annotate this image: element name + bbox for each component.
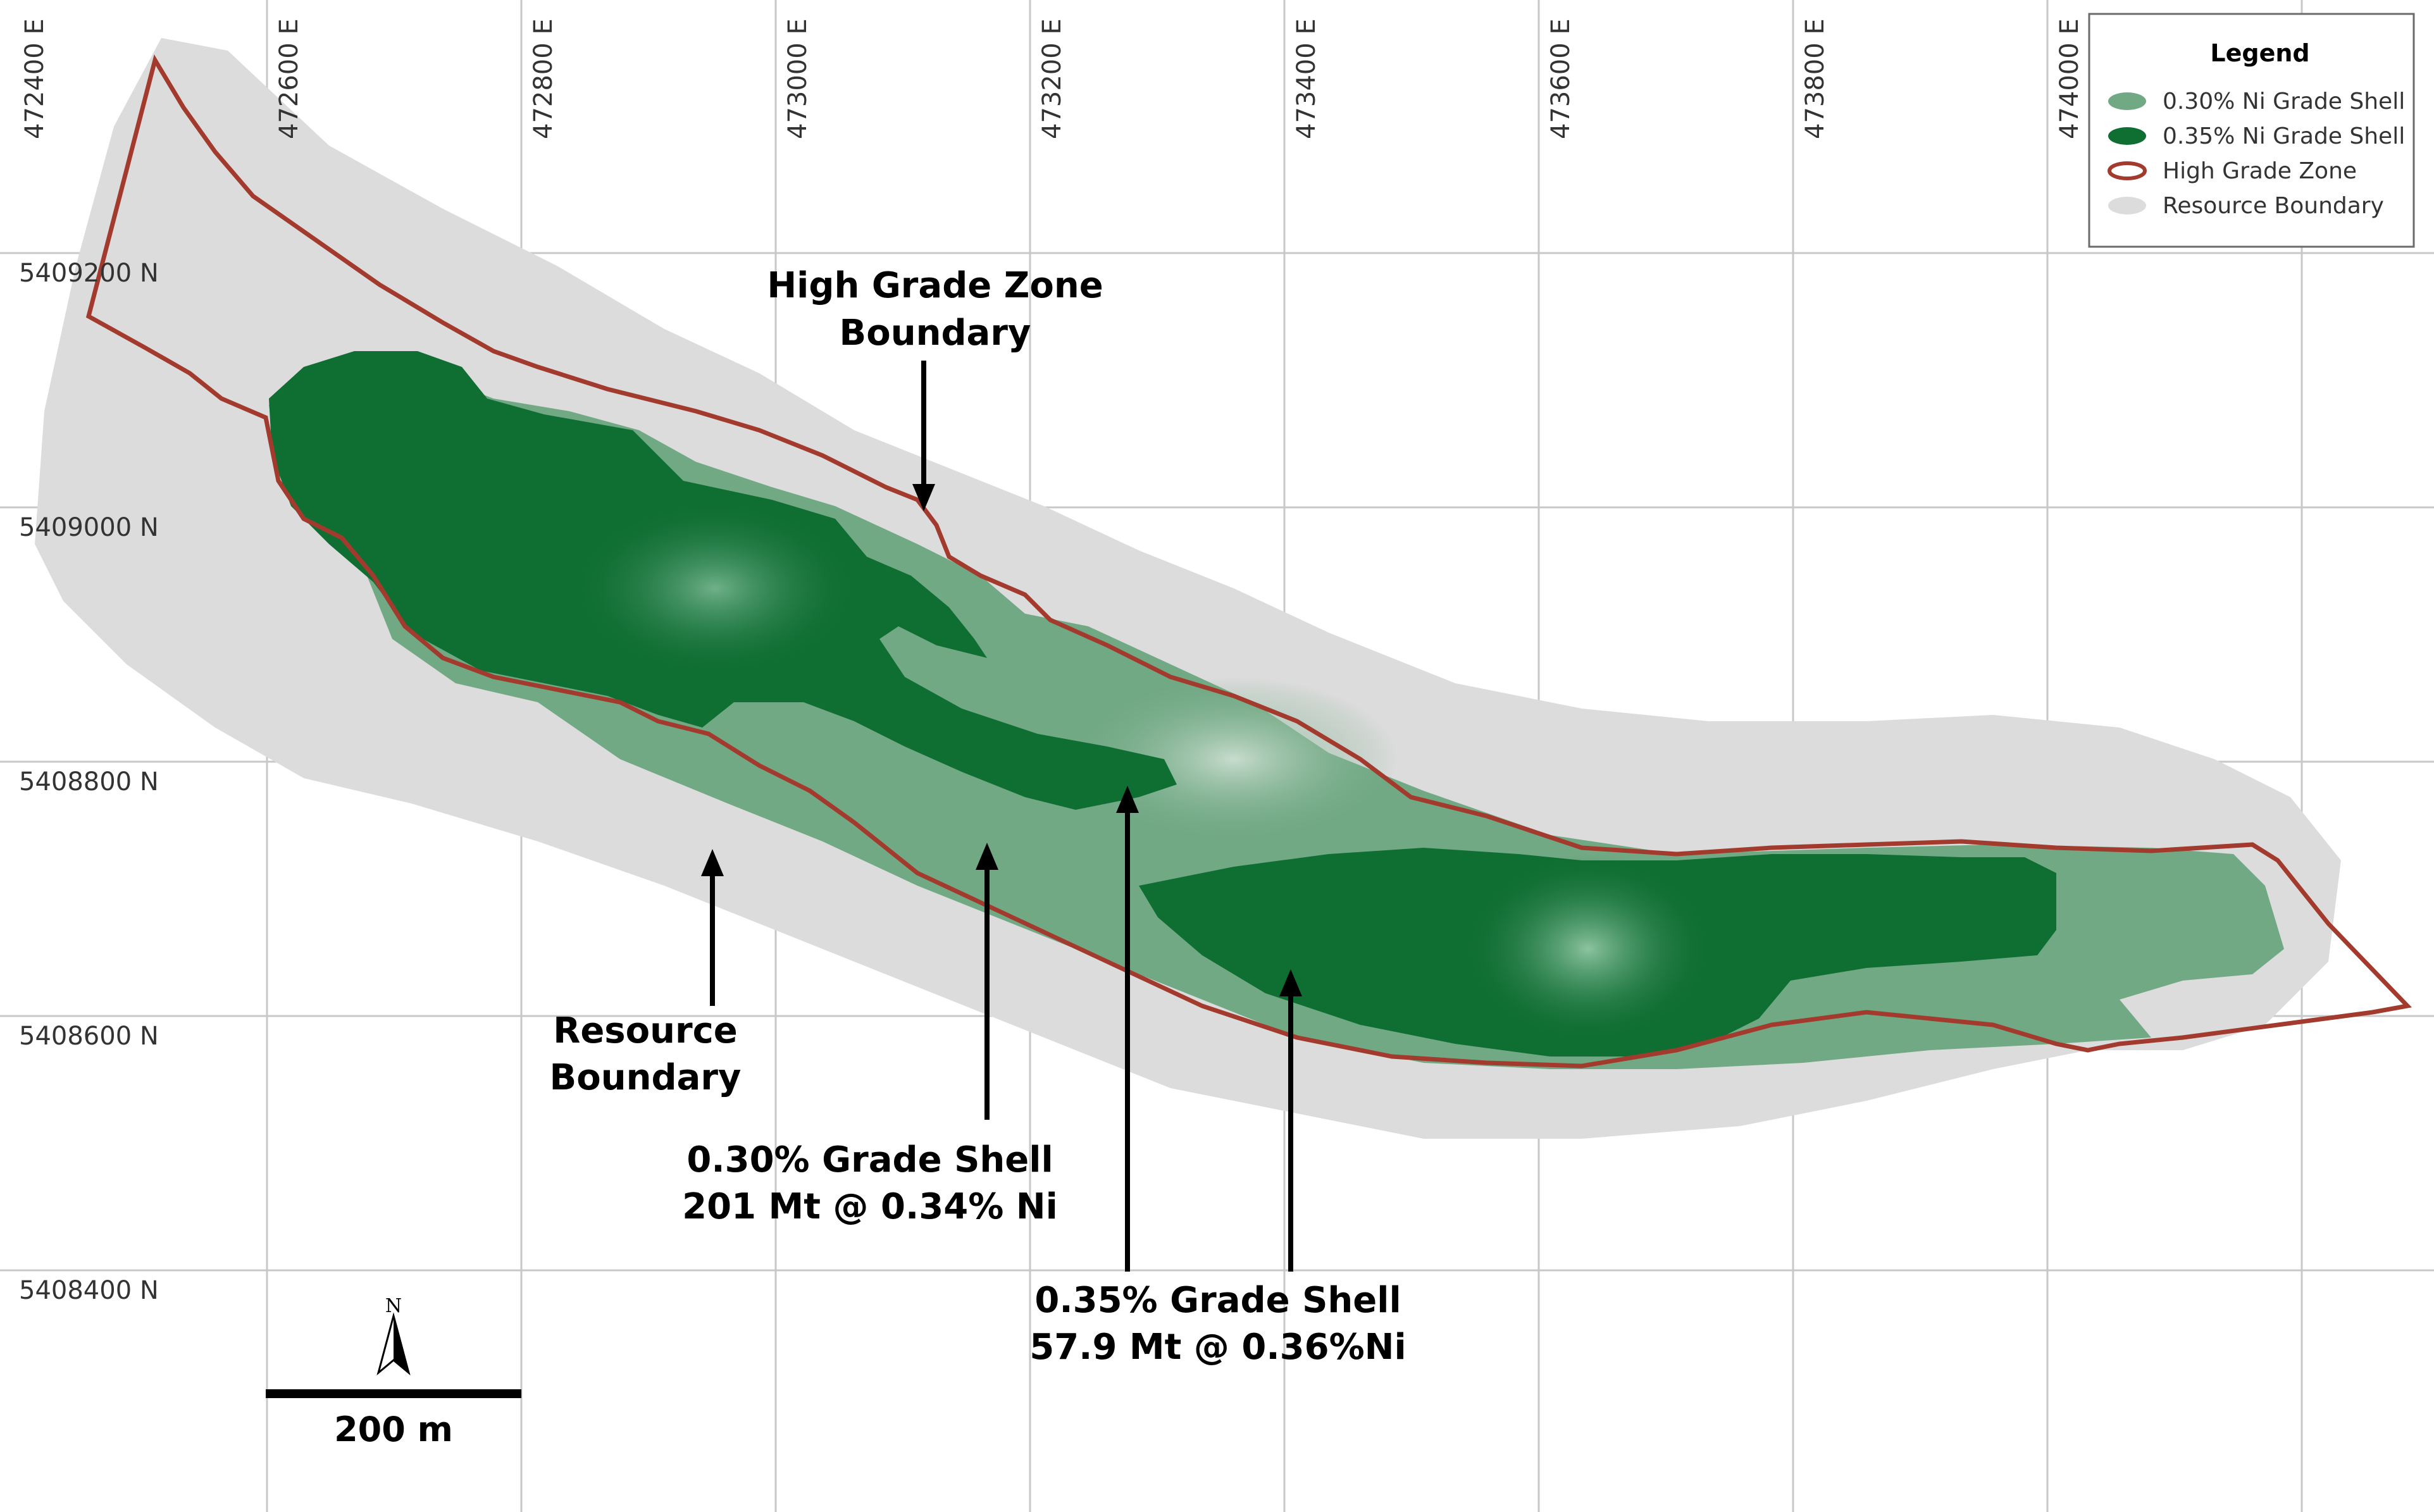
arrowhead-icon [976,843,998,870]
arrowhead-icon [1279,969,1302,996]
legend-label-resource: Resource Boundary [2163,193,2384,219]
callout-resource-line2: Boundary [550,1057,742,1098]
legend-title: Legend [2210,39,2309,67]
callout-high-grade-zone: High Grade Zone Boundary [767,265,1103,511]
northing-label: 5408400 N [19,1276,159,1305]
callout-high-grade-line2: Boundary [840,313,1031,354]
legend-swatch-shell-035 [2108,127,2146,145]
easting-label: 472800 E [529,18,558,139]
northing-label: 5409000 N [19,513,159,542]
easting-label: 473200 E [1038,18,1067,139]
northing-label: 5409200 N [19,259,159,288]
legend-label-shell-035: 0.35% Ni Grade Shell [2163,123,2405,149]
legend: Legend 0.30% Ni Grade Shell 0.35% Ni Gra… [2088,13,2415,248]
shell-035-east-hotspot [1462,854,1715,1044]
callout-shell-035-line1: 0.35% Grade Shell [1034,1280,1401,1321]
north-arrow: N [376,1295,411,1376]
northing-labels: 5409200 N 5409000 N 5408800 N 5408600 N … [19,259,159,1305]
northing-label: 5408600 N [19,1022,159,1051]
easting-label: 472400 E [20,18,49,139]
callout-resource-line1: Resource [553,1010,738,1051]
callout-high-grade-line1: High Grade Zone [767,265,1103,306]
legend-label-shell-030: 0.30% Ni Grade Shell [2163,89,2405,115]
scale-bar-label: 200 m [334,1410,453,1449]
callout-shell-030-line1: 0.30% Grade Shell [686,1139,1053,1180]
legend-swatch-shell-030 [2108,92,2146,110]
easting-label: 474000 E [2055,18,2084,139]
scale-bar: 200 m [266,1389,521,1449]
north-arrow-fill-icon [394,1316,409,1373]
legend-swatch-high-grade [2108,161,2147,180]
northing-label: 5408800 N [19,767,159,796]
easting-label: 473000 E [783,18,812,139]
legend-label-high-grade: High Grade Zone [2163,158,2357,184]
easting-label: 473400 E [1292,18,1321,139]
callout-shell-030-line2: 201 Mt @ 0.34% Ni [682,1186,1058,1227]
callout-shell-035: 0.35% Grade Shell 57.9 Mt @ 0.36%Ni [1029,786,1406,1368]
arrowhead-icon [701,849,724,876]
arrowhead-icon [912,484,935,511]
shell-030-hotspot [1069,677,1398,841]
high-grade-zone-outline [85,54,2412,1069]
scale-bar-line [266,1389,521,1398]
easting-label: 472600 E [275,18,304,139]
callout-shell-035-line2: 57.9 Mt @ 0.36%Ni [1029,1327,1406,1368]
easting-label: 473800 E [1801,18,1830,139]
callout-resource-boundary: Resource Boundary [550,849,742,1098]
arrowhead-icon [1116,786,1139,813]
easting-labels: 472400 E 472600 E 472800 E 473000 E 4732… [20,18,2084,139]
shell-035-west-hotspot [569,500,860,677]
easting-label: 473600 E [1546,18,1575,139]
callout-shell-030: 0.30% Grade Shell 201 Mt @ 0.34% Ni [682,843,1058,1227]
legend-swatch-resource [2108,197,2146,214]
